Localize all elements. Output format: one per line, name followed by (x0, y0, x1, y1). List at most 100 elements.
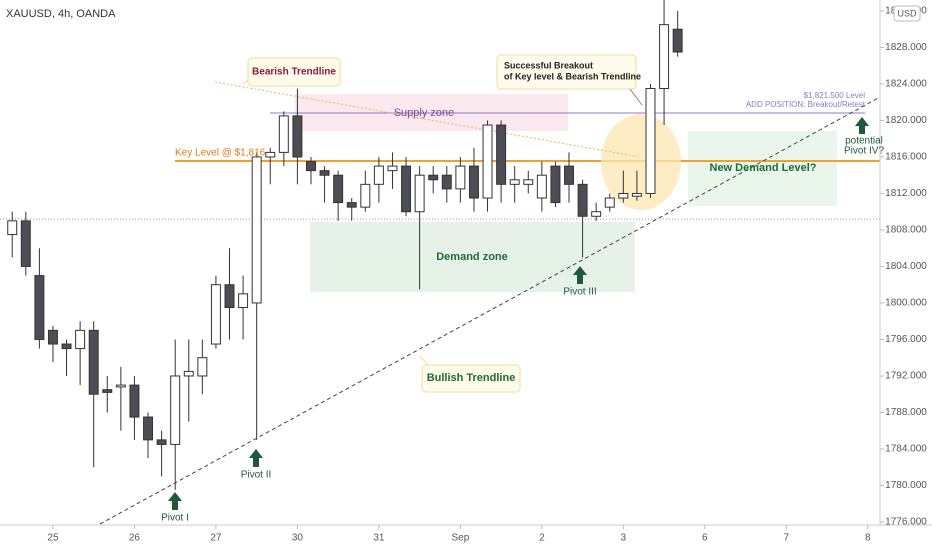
candle-body (20, 220, 31, 267)
x-tick-label: 26 (129, 533, 141, 544)
plot-area (0, 0, 880, 491)
annotation: of Key level & Bearish Trendline (504, 71, 641, 81)
candle-body (156, 439, 167, 445)
annotation: New Demand Level? (710, 162, 817, 174)
x-tick-label: 25 (47, 533, 59, 544)
currency-badge (893, 5, 921, 22)
annotation: Bullish Trendline (427, 372, 516, 384)
y-tick-label: 1784.000 (885, 444, 927, 455)
candle-body (604, 197, 615, 208)
y-tick-label: 1820.000 (885, 115, 927, 126)
candle-body (34, 275, 45, 340)
candle-body (333, 174, 344, 204)
x-tick-label: 7 (784, 533, 790, 544)
x-tick-label: 31 (373, 533, 385, 544)
y-tick-label: 1808.000 (885, 225, 927, 236)
callout-box (421, 364, 521, 393)
y-tick-label: 1800.000 (885, 298, 927, 309)
candle-body (319, 170, 330, 176)
candle-body (414, 174, 425, 213)
candle-body (170, 375, 181, 445)
axes: 1776.000 1780.000 1784.000 1788.000 1792.000… (47, 5, 927, 544)
annotation-layer (99, 81, 881, 525)
y-tick-label: 1788.000 (885, 407, 927, 418)
callout-box (247, 57, 341, 87)
candle-body (143, 416, 154, 441)
candle-body (197, 357, 208, 377)
annotation: Demand zone (436, 251, 508, 263)
candle-body (468, 165, 479, 199)
bullish-trendline (99, 96, 881, 525)
candle-body (183, 370, 194, 377)
candle-body (618, 192, 629, 199)
candle-body (360, 183, 371, 208)
candle-body (292, 115, 303, 158)
candle-body (61, 343, 72, 350)
candle-body (401, 165, 412, 213)
x-tick-label: 3 (621, 533, 627, 544)
candle-body (672, 28, 683, 53)
candle-body (88, 329, 99, 395)
candle-body (428, 174, 439, 181)
y-tick-label: 1828.000 (885, 42, 927, 53)
x-tick-label: 2 (539, 533, 545, 544)
overlay: XAUUSD, 4h, OANDA Bearish Trendline Succ… (0, 0, 932, 526)
y-tick-label: 1776.000 (885, 517, 927, 528)
candle-body (645, 88, 656, 194)
candle-body (47, 329, 58, 345)
annotation: ADD POSITION: Breakout/Retest (746, 100, 866, 109)
y-tick-label: 1780.000 (885, 480, 927, 491)
callout-pointer (242, 79, 249, 85)
candle-body (115, 384, 126, 388)
annotation: Supply zone (394, 107, 455, 119)
candle-body (536, 174, 547, 199)
annotation: Pivot II (241, 470, 272, 481)
y-tick-label: 1792.000 (885, 371, 927, 382)
y-tick-label: 1796.000 (885, 334, 927, 345)
annotation: potential (845, 136, 883, 147)
candle-body (224, 284, 235, 309)
candle-body (265, 151, 276, 158)
annotation: Pivot III (563, 287, 596, 298)
x-tick-label: 27 (210, 533, 222, 544)
candle-body (550, 165, 561, 204)
y-tick-label: 1816.000 (885, 152, 927, 163)
x-tick-label: 6 (702, 533, 708, 544)
pivot-arrow (855, 117, 869, 134)
callout-pointer (419, 355, 429, 366)
y-tick-label: 1812.000 (885, 188, 927, 199)
candle-body (238, 293, 249, 309)
x-tick-label: 30 (292, 533, 304, 544)
candle-body (129, 384, 140, 418)
new-demand-zone (688, 131, 837, 206)
candle-body (591, 211, 602, 217)
candle-body (496, 124, 507, 185)
annotation: Pivot I (161, 513, 189, 524)
candle-body (509, 179, 520, 185)
candle-body (659, 24, 670, 90)
candle-body (387, 165, 398, 172)
annotation: Successful Breakout (504, 60, 593, 70)
candle-body (564, 165, 574, 185)
pivot-arrow (573, 266, 587, 284)
pivot-arrow (168, 492, 182, 510)
candle-body (523, 179, 534, 185)
candle-body (441, 174, 452, 190)
callout-pointer (629, 88, 643, 106)
candle-body (251, 156, 262, 304)
candle-body (631, 192, 642, 197)
candle-body (455, 165, 466, 190)
candle-body (373, 165, 384, 185)
candle-body (7, 220, 18, 236)
breakout-highlight (601, 114, 681, 210)
candle-body (346, 202, 357, 208)
x-tick-label: Sep (451, 533, 469, 544)
candle-body (306, 161, 316, 172)
annotation: Key Level @ $1,816 (175, 148, 266, 159)
pivot-arrow (249, 449, 263, 467)
candle-body (75, 329, 86, 350)
y-tick-label: 1824.000 (885, 79, 927, 90)
annotation: Bearish Trendline (252, 67, 336, 78)
currency-label: USD (897, 8, 917, 18)
